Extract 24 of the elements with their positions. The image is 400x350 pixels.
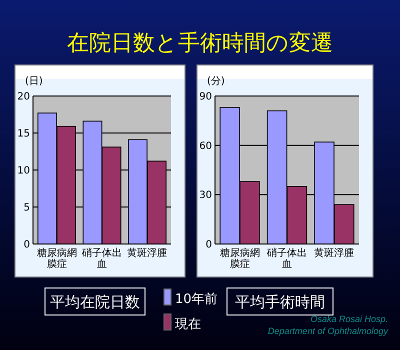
legend-label: 現在 — [175, 317, 201, 332]
legend-label: 10年前 — [175, 292, 218, 307]
y-tick-label: 0 — [206, 240, 212, 250]
x-tick-label: 糖尿病網膜症 — [36, 247, 77, 270]
x-tick-label: 糖尿病網膜症 — [220, 247, 260, 270]
y-tick-label: 0 — [24, 240, 30, 250]
x-tick-label: 黄斑浮腫 — [127, 247, 168, 259]
x-tick-label: 黄斑浮腫 — [314, 247, 354, 259]
y-tick-label: 90 — [199, 92, 212, 102]
y-tick-label: 15 — [17, 128, 30, 140]
y-axis-title: (日) — [25, 76, 43, 87]
y-tick-label: 60 — [199, 140, 212, 152]
y-tick-label: 30 — [199, 190, 212, 202]
y-tick-label: 20 — [17, 92, 30, 102]
text: Department of Ophthalmology — [268, 326, 388, 336]
y-axis-title: (分) — [207, 75, 225, 87]
x-axis-title: 平均在院日数 — [50, 293, 140, 311]
y-tick-label: 10 — [17, 166, 30, 176]
x-axis-title: 平均手術時間 — [235, 293, 325, 311]
chart-title: 在院日数と手術時間の変遷 — [67, 31, 333, 56]
y-tick-label: 5 — [24, 202, 30, 214]
x-tick-label: 硝子体出血 — [81, 247, 122, 270]
text: Osaka Rosai Hosp. — [310, 314, 388, 324]
x-tick-label: 硝子体出血 — [266, 247, 307, 270]
